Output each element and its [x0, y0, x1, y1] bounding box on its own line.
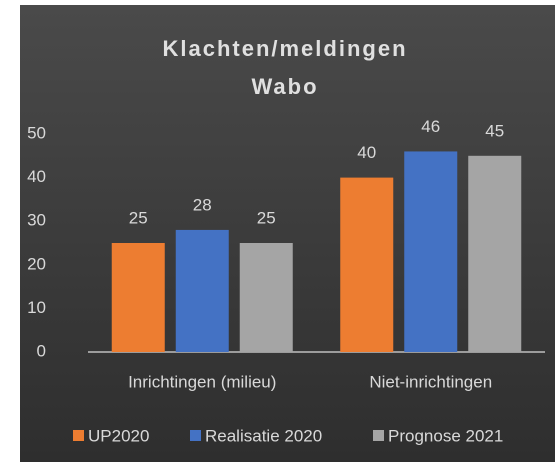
y-tick-label: 10 [27, 298, 46, 317]
data-label: 40 [357, 143, 376, 162]
y-tick-label: 20 [27, 254, 46, 273]
bar [175, 229, 229, 352]
bar [340, 177, 394, 352]
y-tick-label: 0 [37, 341, 46, 360]
data-label: 25 [257, 208, 276, 227]
y-tick-label: 50 [27, 123, 46, 142]
legend-swatch [190, 430, 201, 441]
legend-swatch [373, 430, 384, 441]
bar [404, 151, 458, 352]
chart-background [20, 5, 555, 462]
legend-label: UP2020 [88, 426, 149, 445]
data-label: 28 [193, 195, 212, 214]
x-tick-label: Niet-inrichtingen [369, 372, 492, 391]
legend-label: Prognose 2021 [388, 426, 503, 445]
bar [111, 243, 165, 352]
y-tick-label: 40 [27, 167, 46, 186]
data-label: 45 [485, 121, 504, 140]
data-label: 25 [129, 208, 148, 227]
y-tick-label: 30 [27, 211, 46, 230]
chart-title: Klachten/meldingen Wabo [162, 36, 408, 99]
bar [468, 155, 522, 352]
bar [239, 243, 293, 352]
x-tick-label: Inrichtingen (milieu) [128, 372, 276, 391]
data-label: 46 [421, 117, 440, 136]
legend-swatch [73, 430, 84, 441]
legend-label: Realisatie 2020 [205, 426, 322, 445]
